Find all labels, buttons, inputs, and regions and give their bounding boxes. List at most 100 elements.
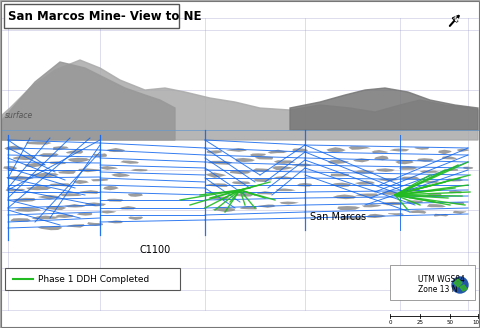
- Polygon shape: [353, 158, 370, 162]
- Polygon shape: [454, 279, 462, 287]
- Circle shape: [452, 277, 468, 293]
- Polygon shape: [276, 189, 296, 191]
- Polygon shape: [326, 147, 346, 152]
- Polygon shape: [256, 191, 273, 195]
- Polygon shape: [274, 160, 296, 164]
- Polygon shape: [374, 156, 389, 160]
- Polygon shape: [11, 218, 31, 222]
- Polygon shape: [38, 195, 61, 199]
- Polygon shape: [389, 149, 409, 152]
- Text: Phase 1 DDH Completed: Phase 1 DDH Completed: [38, 275, 149, 283]
- Polygon shape: [355, 181, 375, 185]
- Polygon shape: [425, 194, 442, 197]
- Polygon shape: [403, 187, 420, 192]
- Polygon shape: [297, 183, 312, 187]
- Polygon shape: [348, 146, 371, 150]
- Polygon shape: [38, 153, 59, 157]
- Text: 25: 25: [417, 320, 423, 325]
- Polygon shape: [87, 222, 103, 226]
- Polygon shape: [376, 168, 395, 172]
- Polygon shape: [399, 176, 420, 179]
- Text: C1100: C1100: [140, 245, 171, 255]
- Polygon shape: [99, 166, 118, 170]
- Polygon shape: [77, 213, 93, 215]
- Text: 100: 100: [473, 320, 480, 325]
- Polygon shape: [55, 215, 73, 218]
- Polygon shape: [232, 181, 251, 184]
- Polygon shape: [420, 170, 439, 173]
- Text: San Marcos: San Marcos: [310, 212, 366, 222]
- Polygon shape: [445, 178, 464, 181]
- Polygon shape: [292, 148, 308, 152]
- Polygon shape: [128, 216, 143, 220]
- Polygon shape: [209, 196, 229, 200]
- Polygon shape: [273, 176, 293, 179]
- Polygon shape: [100, 211, 117, 214]
- Polygon shape: [328, 160, 349, 164]
- Polygon shape: [382, 202, 404, 205]
- Polygon shape: [107, 199, 124, 202]
- Polygon shape: [107, 148, 125, 152]
- Polygon shape: [438, 150, 452, 154]
- Polygon shape: [207, 150, 222, 154]
- Polygon shape: [93, 154, 107, 157]
- Polygon shape: [29, 173, 59, 178]
- Polygon shape: [207, 161, 232, 165]
- Polygon shape: [212, 208, 235, 212]
- Polygon shape: [355, 194, 378, 197]
- Polygon shape: [80, 190, 99, 194]
- Polygon shape: [49, 161, 67, 164]
- Polygon shape: [337, 206, 360, 210]
- Polygon shape: [388, 213, 404, 216]
- Polygon shape: [330, 174, 349, 176]
- Polygon shape: [103, 186, 119, 190]
- Polygon shape: [453, 211, 467, 214]
- Text: San Marcos Mine- View to NE: San Marcos Mine- View to NE: [8, 10, 202, 23]
- Polygon shape: [46, 206, 66, 210]
- Polygon shape: [64, 204, 85, 208]
- Polygon shape: [250, 154, 266, 156]
- Polygon shape: [91, 179, 108, 181]
- Polygon shape: [361, 204, 382, 207]
- Polygon shape: [108, 220, 123, 223]
- Polygon shape: [449, 190, 462, 193]
- Polygon shape: [457, 149, 469, 152]
- Polygon shape: [59, 193, 82, 196]
- Polygon shape: [111, 173, 130, 177]
- Polygon shape: [6, 176, 34, 180]
- Polygon shape: [14, 208, 41, 212]
- Polygon shape: [4, 146, 24, 150]
- Polygon shape: [333, 195, 356, 199]
- Polygon shape: [279, 201, 299, 205]
- Polygon shape: [25, 141, 51, 145]
- Polygon shape: [252, 168, 270, 172]
- Polygon shape: [253, 178, 272, 182]
- Bar: [5, 268, 180, 290]
- Polygon shape: [78, 169, 101, 172]
- Polygon shape: [463, 167, 473, 169]
- Polygon shape: [119, 206, 136, 210]
- Polygon shape: [205, 183, 228, 187]
- Polygon shape: [37, 226, 62, 230]
- Polygon shape: [240, 206, 257, 209]
- Text: UTM WGS84
Zone 13 N: UTM WGS84 Zone 13 N: [418, 275, 465, 295]
- Polygon shape: [342, 216, 364, 220]
- Polygon shape: [205, 173, 227, 178]
- Text: 50: 50: [446, 320, 454, 325]
- Bar: [4, 4, 179, 28]
- Text: NE: NE: [451, 15, 461, 25]
- Polygon shape: [2, 62, 175, 140]
- Polygon shape: [434, 214, 448, 216]
- Polygon shape: [267, 150, 288, 154]
- Polygon shape: [292, 164, 312, 167]
- Polygon shape: [414, 147, 430, 150]
- Polygon shape: [26, 186, 51, 190]
- Polygon shape: [408, 210, 426, 214]
- Polygon shape: [3, 166, 17, 170]
- Polygon shape: [24, 163, 46, 167]
- Text: surface: surface: [5, 111, 33, 120]
- Polygon shape: [258, 205, 276, 208]
- Polygon shape: [236, 158, 255, 162]
- Polygon shape: [423, 181, 440, 184]
- Polygon shape: [460, 285, 467, 291]
